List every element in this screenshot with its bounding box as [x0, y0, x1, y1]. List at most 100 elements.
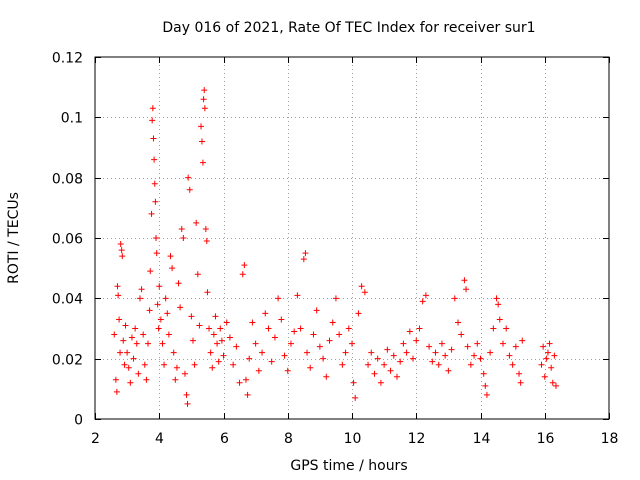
data-point [538, 361, 545, 368]
data-point [167, 253, 174, 260]
data-point [140, 331, 147, 338]
data-point [175, 280, 182, 287]
data-point [381, 361, 388, 368]
data-point [183, 391, 190, 398]
data-point [141, 361, 148, 368]
data-point [151, 156, 158, 163]
data-point [455, 319, 462, 326]
data-point [204, 289, 211, 296]
x-tick-label: 10 [344, 431, 362, 447]
data-points [111, 87, 559, 407]
data-point [313, 307, 320, 314]
data-point [198, 138, 205, 145]
data-point [377, 379, 384, 386]
data-point [406, 328, 413, 335]
data-point [278, 316, 285, 323]
data-point [181, 370, 188, 377]
x-tick-label: 4 [155, 431, 164, 447]
data-point [432, 349, 439, 356]
data-point [249, 319, 256, 326]
data-point [119, 253, 126, 260]
data-point [435, 361, 442, 368]
data-point [241, 262, 248, 269]
data-point [196, 322, 203, 329]
data-point [302, 250, 309, 257]
data-point [495, 301, 502, 308]
data-point [128, 334, 135, 341]
data-point [156, 283, 163, 290]
data-point [540, 343, 547, 350]
data-point [403, 349, 410, 356]
chart-title: Day 016 of 2021, Rate Of TEC Index for r… [162, 20, 535, 36]
data-point [117, 241, 124, 248]
data-point [201, 105, 208, 112]
data-point [191, 361, 198, 368]
data-point [371, 370, 378, 377]
data-point [239, 271, 246, 278]
data-point [220, 352, 227, 359]
y-tick-label: 0.04 [52, 292, 83, 308]
data-point [145, 340, 152, 347]
data-point [154, 301, 161, 308]
data-point [111, 331, 118, 338]
data-point [477, 355, 484, 362]
plot-frame [94, 56, 610, 420]
data-point [323, 373, 330, 380]
data-point [548, 364, 555, 371]
data-point [474, 340, 481, 347]
data-point [207, 349, 214, 356]
data-point [206, 325, 213, 332]
y-tick-label: 0.12 [52, 51, 83, 67]
data-point [483, 391, 490, 398]
data-point [413, 337, 420, 344]
data-point [384, 346, 391, 353]
data-point [132, 325, 139, 332]
data-point [355, 310, 362, 317]
data-point [217, 325, 224, 332]
data-point [487, 349, 494, 356]
data-point [202, 225, 209, 232]
data-point [226, 334, 233, 341]
data-point [426, 343, 433, 350]
data-point [121, 361, 128, 368]
data-point [172, 376, 179, 383]
data-point [544, 349, 551, 356]
data-point [349, 340, 355, 347]
data-point [203, 238, 210, 245]
data-point [259, 349, 266, 356]
data-point [499, 340, 506, 347]
data-point [397, 358, 404, 365]
data-point [275, 295, 282, 302]
data-point [255, 367, 262, 374]
data-point [467, 361, 474, 368]
data-point [230, 361, 237, 368]
data-point [320, 355, 327, 362]
x-tick-label: 14 [473, 431, 491, 447]
data-point [223, 319, 230, 326]
data-point [173, 364, 180, 371]
data-point [149, 105, 156, 112]
data-point [165, 331, 172, 338]
data-point [552, 382, 559, 389]
data-point [339, 361, 346, 368]
data-point [186, 186, 193, 193]
data-point [114, 283, 121, 290]
x-tick-label: 18 [601, 431, 619, 447]
data-point [242, 376, 249, 383]
data-point [297, 325, 304, 332]
data-point [480, 370, 487, 377]
data-point [464, 343, 471, 350]
data-point [147, 268, 154, 275]
data-point [212, 313, 219, 320]
data-point [393, 373, 400, 380]
y-tick-label: 0.1 [61, 111, 83, 127]
data-point [143, 376, 150, 383]
data-point [336, 331, 343, 338]
data-point [244, 391, 251, 398]
data-point [387, 367, 394, 374]
data-point [159, 340, 166, 347]
data-point [471, 352, 478, 359]
data-point [262, 310, 269, 317]
grid [95, 57, 609, 419]
